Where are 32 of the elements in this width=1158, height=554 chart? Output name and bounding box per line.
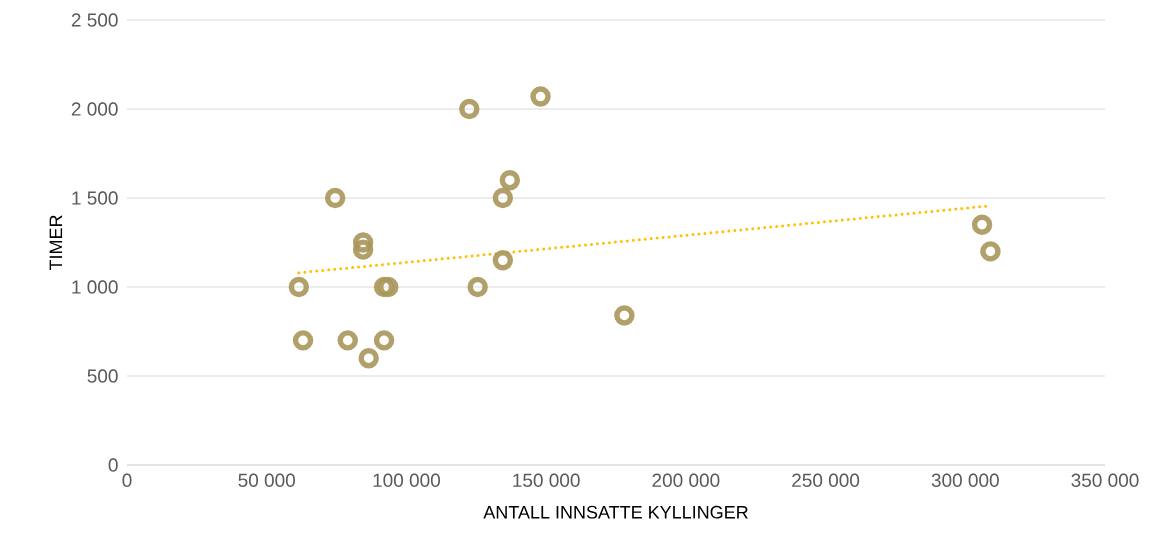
point bbox=[971, 214, 993, 235]
x-tick-label: 250 000 bbox=[792, 473, 860, 487]
point bbox=[492, 250, 514, 271]
x-tick-label: 300 000 bbox=[931, 473, 999, 487]
x-tick-label: 150 000 bbox=[513, 473, 580, 487]
point bbox=[373, 276, 395, 298]
point bbox=[492, 187, 514, 209]
point bbox=[980, 241, 1001, 262]
point bbox=[530, 86, 551, 107]
x-axis-title: ANTALL INNSATTE KYLLINGER bbox=[483, 505, 748, 519]
point bbox=[499, 170, 521, 191]
y-tick-label: 1 500 bbox=[72, 191, 118, 205]
point bbox=[614, 305, 635, 326]
x-tick-label: 350 000 bbox=[1071, 473, 1139, 487]
y-tick-label: 0 bbox=[108, 458, 118, 472]
y-tick-label: 1 000 bbox=[72, 280, 118, 294]
point bbox=[358, 348, 379, 369]
y-tick-label: 2 000 bbox=[71, 102, 118, 116]
point bbox=[459, 98, 480, 120]
x-tick-label: 100 000 bbox=[373, 473, 440, 487]
point bbox=[324, 187, 346, 209]
x-tick-label: 0 bbox=[122, 473, 132, 487]
point bbox=[292, 330, 314, 351]
point bbox=[373, 330, 395, 351]
x-tick-label: 200 000 bbox=[652, 473, 720, 487]
y-tick-label: 500 bbox=[87, 369, 118, 383]
x-tick-label: 50 000 bbox=[238, 473, 295, 487]
y-axis-title: TIMER bbox=[49, 215, 63, 271]
y-tick-label: 2 500 bbox=[71, 13, 118, 27]
point bbox=[288, 276, 310, 298]
point bbox=[467, 276, 488, 298]
point bbox=[337, 330, 358, 351]
